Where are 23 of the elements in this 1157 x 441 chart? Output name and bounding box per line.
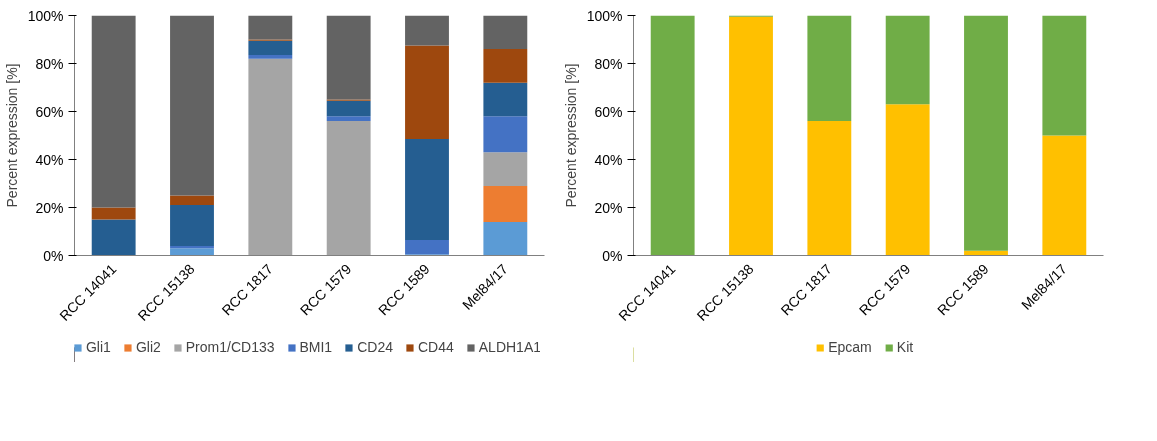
legend-label: CD24 [357, 339, 393, 355]
y-tick-label: 40% [35, 151, 64, 168]
y-tick-label: 0% [43, 247, 64, 264]
legend-label: Prom1/CD133 [185, 339, 275, 355]
legend-label: Gli2 [135, 339, 161, 355]
y-tick-label: 80% [594, 55, 623, 72]
y-tick-label: 20% [35, 199, 64, 216]
y-tick-label: 60% [594, 103, 623, 120]
y-tick-label: 0% [602, 247, 623, 264]
y-axis-title: Percent expression [%] [562, 63, 579, 208]
y-tick-label: 100% [27, 7, 64, 24]
y-tick-label: 20% [594, 199, 623, 216]
y-tick-label: 60% [35, 103, 64, 120]
legend-label: BMI1 [299, 339, 333, 355]
y-tick-label: 40% [594, 151, 623, 168]
legend-label: Epcam [828, 339, 872, 355]
legend-label: Gli1 [85, 339, 111, 355]
y-tick-label: 80% [35, 55, 64, 72]
legend-label: CD44 [417, 339, 454, 355]
y-tick-label: 100% [586, 7, 623, 24]
legend-label: ALDH1A1 [478, 339, 541, 355]
legend-label: Kit [896, 339, 915, 355]
y-axis-title: Percent expression [%] [3, 63, 20, 208]
